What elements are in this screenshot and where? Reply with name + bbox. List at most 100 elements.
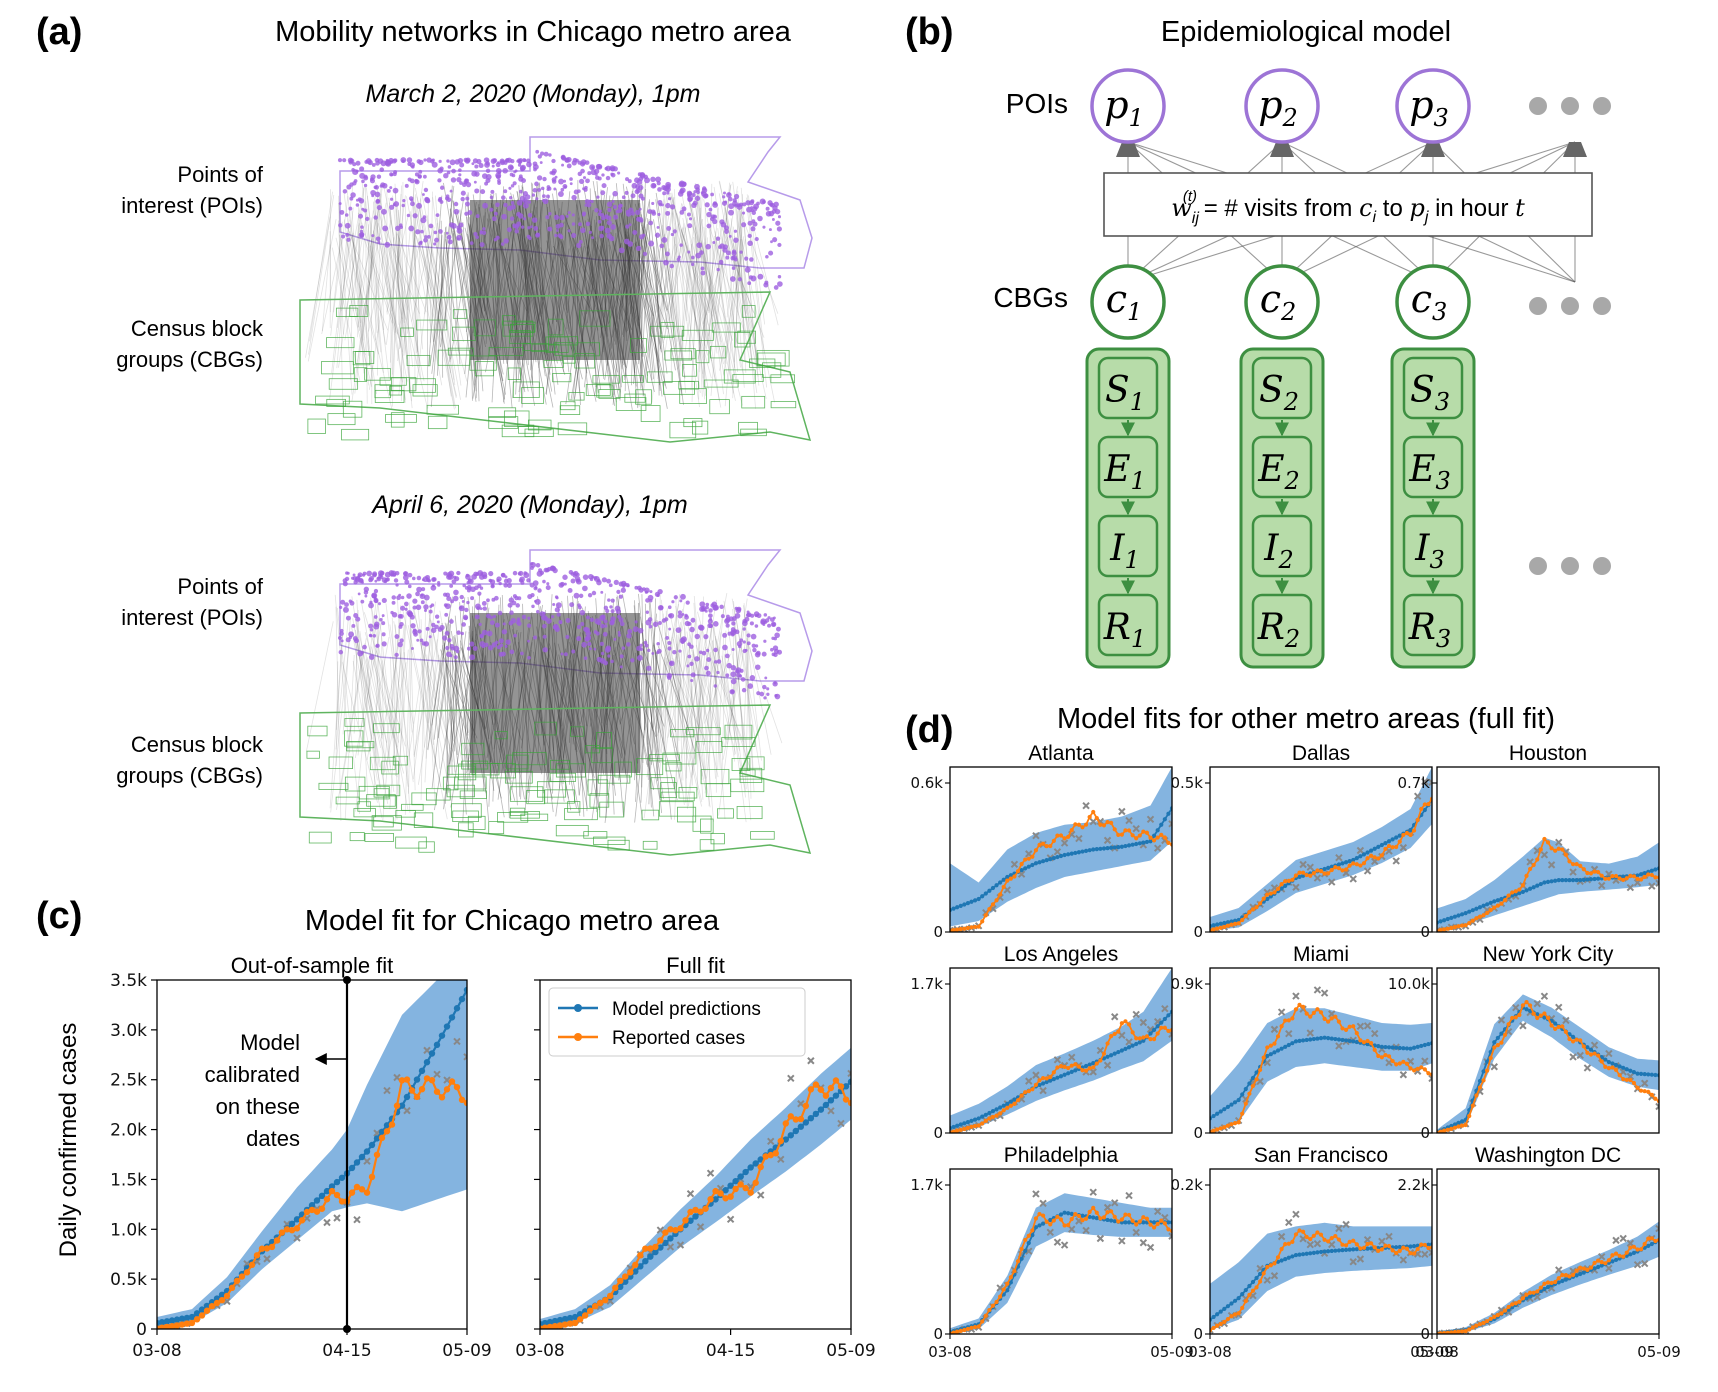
plot-frame [156,979,468,1330]
y-tick-label: 0 [1193,1325,1203,1343]
legend-entry: Model predictions [612,999,761,1020]
chart-san-francisco: San Francisco 0 0.2k 03-08 05-09 [1170,1144,1453,1361]
network-2-poi-label-2: interest (POIs) [121,605,263,630]
cbg-grid [306,718,775,853]
state-box-I [1251,514,1313,578]
y-tick-label: 0.9k [1170,975,1203,993]
network-1-caption: March 2, 2020 (Monday), 1pm [366,80,701,108]
y-tick-label: 1.5k [110,1170,147,1190]
cbg-node-1: c1 [1090,264,1166,340]
mobility-network-march [299,136,813,443]
legend-entry: Reported cases [612,1028,745,1049]
plot-frame [1209,1168,1433,1335]
y-tick-label: 0 [933,923,943,941]
network-1-poi-label-1: Points of [177,162,263,187]
poi-node-1: p1 [1090,68,1166,144]
reported-cases-line-markers [1437,836,1659,932]
y-tick-label: 0.5k [110,1270,147,1290]
y-tick-label: 1.7k [910,1176,943,1194]
chart-los-angeles: Los Angeles 0 1.7k [910,943,1173,1142]
poi-node-label: p2 [1258,83,1298,132]
y-tick-label: 0 [1193,923,1203,941]
edge-arrowhead [1270,142,1294,157]
state-label: S3 [1410,370,1450,416]
calibration-annotation-line: Model [240,1030,300,1055]
cbg-grid [307,305,797,441]
reported-cases-line-markers [950,809,1172,932]
plot-frame [949,766,1173,933]
uncertainty-band [1210,1222,1432,1331]
network-2-poi-label-1: Points of [177,574,263,599]
reported-cases-line-markers [950,1019,1172,1133]
chart-title: Philadelphia [1004,1144,1119,1167]
panel-b-label: (b) [905,11,954,53]
cbg-region-outline [299,704,812,856]
x-tick-label: 04-15 [706,1341,755,1361]
plot-frame [1209,967,1433,1134]
y-tick-label: 0 [1420,923,1430,941]
y-tick-label: 0 [136,1320,147,1340]
state-box-E [1402,435,1464,499]
edge-arrowhead [1421,142,1445,157]
cbg-node-label: c1 [1106,277,1143,326]
state-label: R1 [1103,607,1146,653]
state-label: I2 [1263,528,1294,574]
x-tick-label: 03-08 [928,1343,972,1361]
panel-b-title: Epidemiological model [1161,16,1451,48]
poi-region-outline [339,136,813,269]
state-box-S [1402,356,1464,420]
x-tick-label: 03-08 [1188,1343,1232,1361]
edge-weight-definition: wij(t) = # visits from ci to pj in hour … [1171,188,1525,227]
chart-atlanta: Atlanta 0 0.6k [910,742,1173,941]
chart-miami: Miami 0 0.9k [1170,943,1433,1142]
state-box-I [1097,514,1159,578]
seir-compartments-3: S3 E3 I3 R3 [1390,347,1476,669]
plot-frame [1436,1168,1660,1335]
plot-frame [949,967,1173,1134]
x-tick-label: 05-09 [1410,1343,1454,1361]
y-tick-label: 1.7k [910,975,943,993]
plot-frame [539,979,852,1330]
state-box-E [1251,435,1313,499]
panel-d-label: (d) [905,709,954,751]
state-label: E2 [1257,449,1300,495]
state-label: S2 [1259,370,1299,416]
y-tick-label: 0.6k [910,774,943,792]
cbg-node-label: c2 [1260,277,1297,326]
panel-a-label: (a) [36,11,82,53]
state-box-I [1402,514,1464,578]
model-prediction-line-markers [950,806,1172,913]
network-2-caption: April 6, 2020 (Monday), 1pm [370,491,687,519]
poi-row-label: POIs [1006,88,1068,119]
y-tick-label: 10.0k [1388,975,1430,993]
seir-compartments-1: S1 E1 I1 R1 [1085,347,1171,669]
x-tick-label: 05-09 [442,1341,491,1361]
uncertainty-band [1210,1008,1432,1130]
x-tick-label: 05-09 [1150,1343,1194,1361]
panel-c-label: (c) [36,895,82,937]
y-tick-label: 0.5k [1170,774,1203,792]
model-nodes: p1 c1 S1 E1 I1 R1 p2 c2 S2 E2 I2 R2 p3 c3 S3 E3 I3 R3 [1085,68,1611,669]
y-tick-label: 3.5k [110,971,147,991]
plot-frame [1436,766,1660,933]
ellipsis-cbgs [1529,297,1611,315]
full-fit-chart: Full fit 03-08 04-15 05-09 Model predictions… [515,953,875,1361]
ellipsis-states [1529,557,1611,575]
panel-c-title: Model fit for Chicago metro area [305,905,720,937]
uncertainty-band [950,968,1172,1132]
poi-region-outline [339,549,813,682]
state-label: R3 [1408,607,1451,653]
cbg-row-label: CBGs [993,282,1068,313]
x-tick-label: 03-08 [515,1341,564,1361]
network-1-cbg-label-1: Census block [131,316,264,341]
reported-cases-line-markers [950,1205,1172,1334]
poi-node-3: p3 [1395,68,1471,144]
dense-edge-core [470,613,640,773]
seir-compartments-2: S2 E2 I2 R2 [1239,347,1325,669]
state-box-R [1251,593,1313,657]
state-box-S [1251,356,1313,420]
plot-frame [1209,766,1433,933]
poi-node-label: p3 [1409,83,1449,132]
